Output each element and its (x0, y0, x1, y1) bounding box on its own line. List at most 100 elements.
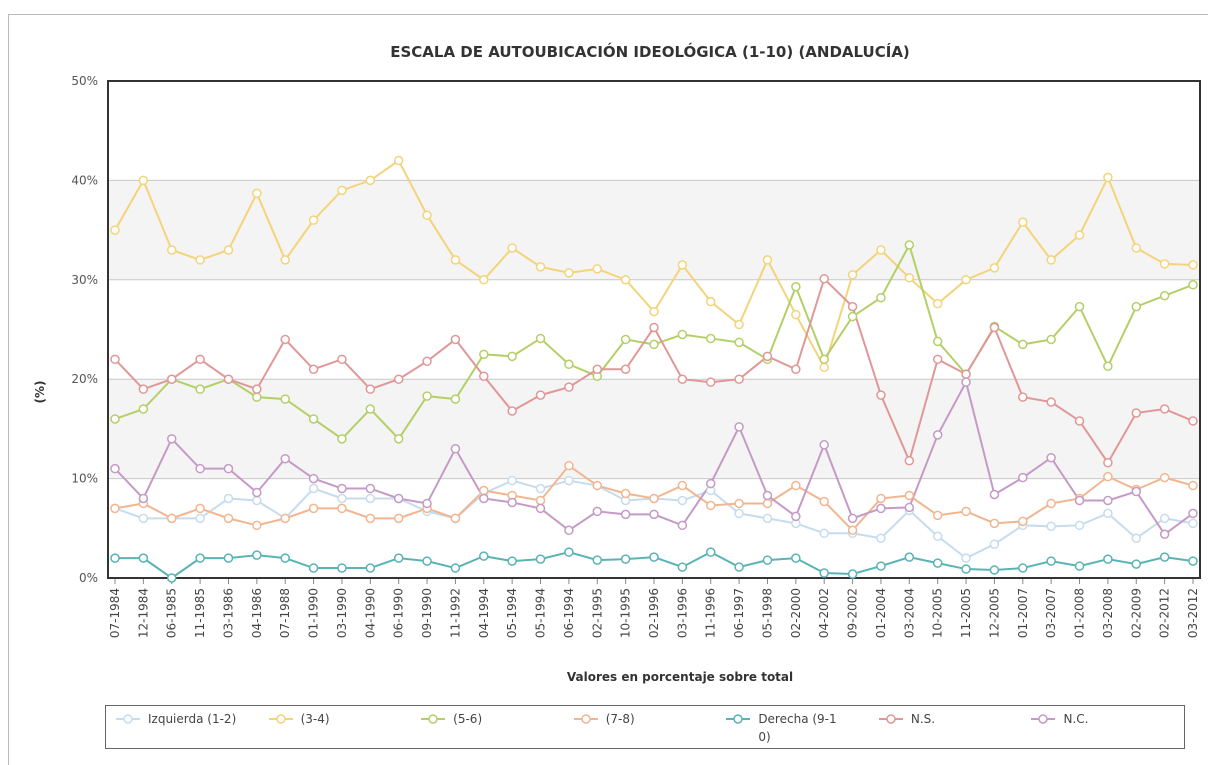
data-point (337, 483, 347, 494)
x-tick-label: 06-1985 (165, 588, 179, 638)
data-point (1046, 452, 1056, 463)
data-point (989, 322, 1000, 333)
data-point (1018, 217, 1028, 227)
data-point (961, 506, 971, 517)
data-point (1046, 521, 1056, 532)
data-point (677, 260, 688, 270)
data-point (1103, 495, 1113, 506)
data-point (252, 550, 262, 560)
legend-symbol (878, 714, 903, 724)
data-point (535, 390, 546, 400)
data-point (1131, 533, 1142, 543)
data-point (393, 374, 404, 384)
data-point (620, 364, 631, 375)
data-point (961, 377, 971, 387)
data-point (1103, 508, 1113, 519)
data-point (365, 175, 376, 186)
data-point (1159, 290, 1170, 301)
data-point (564, 382, 574, 392)
data-point (393, 434, 404, 444)
data-point (876, 390, 886, 400)
data-point (564, 475, 574, 486)
data-point (564, 460, 574, 471)
legend: Izquierda (1-2) (3-4) (5-6) (7-8) Derecha (9… (105, 705, 1185, 749)
data-point (791, 553, 801, 563)
data-point (762, 490, 773, 501)
data-point (535, 333, 546, 344)
legend-label: Izquierda (1-2) (148, 712, 237, 726)
y-tick-label: 30% (71, 273, 98, 287)
data-point (479, 275, 489, 285)
data-point (847, 270, 858, 280)
legend-item[interactable]: Derecha (9-10) (726, 710, 879, 748)
data-point (195, 255, 205, 265)
legend-item[interactable]: N.C. (1031, 710, 1184, 748)
data-point (252, 487, 262, 498)
data-point (564, 268, 574, 278)
data-point (847, 513, 858, 524)
data-point (1188, 260, 1198, 270)
data-point (280, 394, 290, 404)
x-tick-label: 02-1996 (647, 588, 661, 638)
data-point (791, 480, 801, 491)
data-point (677, 495, 688, 506)
x-tick-label: 06-1990 (392, 588, 406, 638)
data-point (365, 513, 376, 524)
x-tick-label: 03-1996 (675, 588, 689, 638)
data-point (961, 553, 971, 563)
data-point (308, 364, 319, 375)
legend-label: N.S. (910, 712, 936, 726)
data-point (989, 518, 1000, 529)
data-point (734, 562, 744, 572)
data-point (989, 539, 1000, 549)
x-tick-label: 02-2012 (1158, 588, 1172, 638)
x-tick-label: 11-1985 (193, 588, 207, 638)
data-point (734, 508, 744, 519)
data-point (932, 558, 943, 568)
data-point (507, 243, 517, 253)
legend-item[interactable]: (5-6) (421, 710, 574, 748)
data-point (280, 513, 290, 524)
data-point (1074, 495, 1085, 506)
data-point (620, 488, 631, 499)
data-point (847, 569, 858, 579)
x-tick-label: 12-2005 (987, 588, 1001, 638)
data-point (649, 509, 659, 520)
chart-frame (8, 14, 1208, 765)
data-point (564, 547, 574, 557)
legend-symbol (726, 714, 751, 724)
data-point (1188, 508, 1198, 519)
data-point (1018, 392, 1028, 402)
data-point (649, 552, 659, 562)
data-point (592, 264, 603, 274)
legend-item[interactable]: Izquierda (1-2) (116, 710, 269, 748)
legend-item[interactable]: (3-4) (268, 710, 422, 748)
data-point (904, 502, 915, 513)
data-point (762, 351, 773, 362)
data-point (1159, 259, 1170, 269)
data-point (1131, 486, 1142, 497)
data-point (620, 554, 631, 564)
data-point (393, 493, 404, 504)
data-point (1188, 280, 1198, 290)
data-point (1074, 230, 1085, 240)
data-point (932, 430, 943, 440)
legend-item[interactable]: (7-8) (573, 710, 727, 748)
data-point (1159, 404, 1170, 414)
data-point (337, 354, 347, 365)
data-point (166, 434, 177, 444)
data-point (1103, 471, 1113, 482)
data-point (166, 245, 177, 255)
x-tick-label: 05-1994 (534, 588, 548, 638)
data-point (1046, 556, 1056, 566)
data-point (1074, 520, 1085, 531)
legend-marker (733, 714, 744, 724)
x-tick-label: 05-1994 (505, 588, 519, 638)
data-point (280, 553, 290, 563)
x-tick-label: 04-2002 (817, 588, 831, 638)
data-point (1103, 457, 1113, 468)
legend-item[interactable]: N.S. (878, 710, 1032, 748)
chart-title: ESCALA DE AUTOUBICACIÓN IDEOLÓGICA (1-10… (390, 42, 910, 61)
x-tick-label: 11-2005 (959, 588, 973, 638)
